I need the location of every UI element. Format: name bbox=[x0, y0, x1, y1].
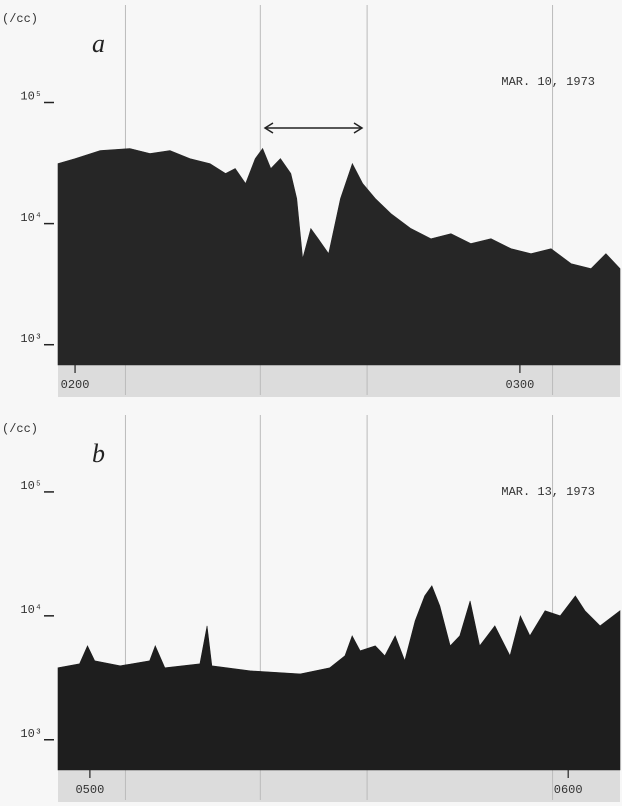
concentration-area bbox=[57, 585, 621, 771]
y-tick-label: 10⁴ bbox=[20, 603, 42, 617]
panel-label: b bbox=[92, 439, 105, 468]
x-axis-band bbox=[58, 365, 620, 397]
concentration-area bbox=[57, 147, 621, 366]
date-annotation: MAR. 10, 1973 bbox=[501, 75, 595, 89]
y-axis-label: (/cc) bbox=[2, 422, 38, 436]
y-tick-label: 10⁵ bbox=[20, 479, 42, 493]
y-axis-label: (/cc) bbox=[2, 12, 38, 26]
date-annotation: MAR. 13, 1973 bbox=[501, 485, 595, 499]
x-axis-band bbox=[58, 770, 620, 802]
arrow-heads bbox=[263, 122, 364, 134]
x-tick-label: 0600 bbox=[554, 783, 583, 797]
x-tick-label: 0300 bbox=[506, 378, 535, 392]
y-tick-label: 10³ bbox=[20, 727, 42, 741]
x-tick-label: 0200 bbox=[61, 378, 90, 392]
y-tick-label: 10⁴ bbox=[20, 211, 42, 225]
y-tick-label: 10⁵ bbox=[20, 90, 42, 104]
panel-label: a bbox=[92, 29, 105, 58]
y-tick-label: 10³ bbox=[20, 332, 42, 346]
x-tick-label: 0500 bbox=[75, 783, 104, 797]
